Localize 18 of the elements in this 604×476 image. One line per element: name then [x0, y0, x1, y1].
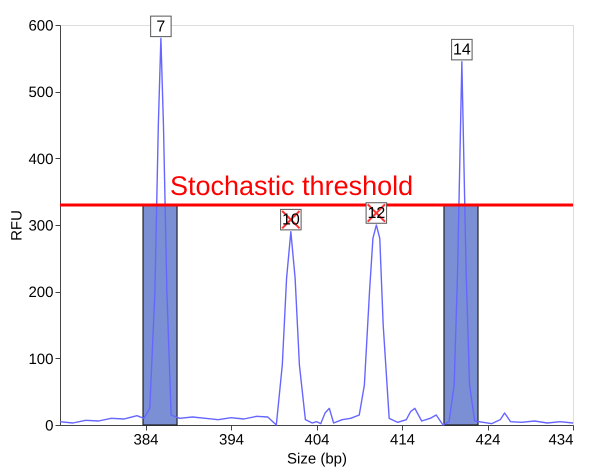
x-tick-label: 434	[548, 432, 574, 448]
y-tick-label: 500	[28, 84, 54, 102]
x-tick-label: 394	[218, 432, 244, 448]
y-tick-label: 200	[28, 284, 54, 302]
x-tick-label: 404	[304, 432, 330, 448]
ref-line-label: Stochastic threshold	[170, 171, 414, 201]
x-axis-title: Size (bp)	[286, 450, 348, 468]
y-tick-label: 400	[28, 150, 54, 168]
annotation: 14	[452, 42, 471, 59]
y-tick-label: 600	[28, 18, 54, 34]
x-tick-label: 424	[475, 432, 501, 448]
y-tick-label: 100	[28, 350, 54, 368]
y-tick-label: 300	[28, 218, 54, 234]
y-axis-title: RFU	[8, 210, 26, 241]
x-tick-label: 414	[390, 432, 416, 448]
x-tick-label: 384	[133, 432, 159, 448]
annotation: 7	[156, 18, 166, 36]
y-tick-label: 0	[45, 418, 54, 434]
